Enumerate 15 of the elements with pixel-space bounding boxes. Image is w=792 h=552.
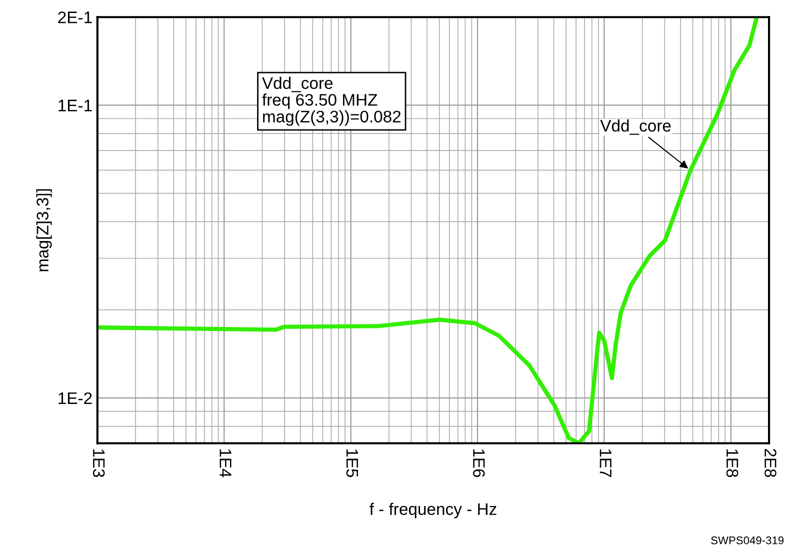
text: SWPS049-319 xyxy=(711,536,784,544)
x-tick-label: 1E8 xyxy=(726,449,738,478)
annotation: Vdd_core freq 63.50 MHZ mag(Z(3,3))=0.082 xyxy=(262,76,401,126)
series-label: Vdd_core xyxy=(600,119,671,135)
y-tick-label: 1E-2 xyxy=(58,392,92,404)
y-tick-label: 2E-1 xyxy=(58,12,92,24)
x-tick-label: 1E3 xyxy=(92,449,105,478)
x-axis-title: f - frequency - Hz xyxy=(370,502,496,518)
x-tick-label: 1E6 xyxy=(473,449,485,478)
x-tick-label: 1E7 xyxy=(600,449,612,477)
y-axis-title: mag[Z]3,3]] xyxy=(36,189,52,272)
x-tick-label: 1E5 xyxy=(346,449,358,478)
x-tick-label: 1E4 xyxy=(220,449,232,478)
x-tick-label: 2E8 xyxy=(764,448,776,478)
y-tick-label: 1E-1 xyxy=(58,100,92,112)
